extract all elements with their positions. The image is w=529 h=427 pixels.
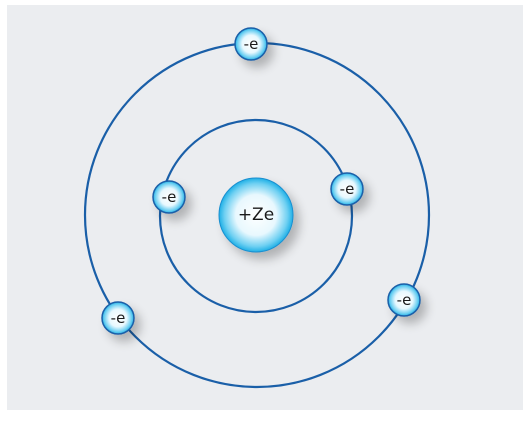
nucleus-label: +Ze [238, 205, 274, 225]
atom-diagram: +Ze -e -e -e -e -e [0, 0, 529, 427]
electron-label: -e [162, 188, 177, 206]
electron-label: -e [397, 291, 412, 309]
electron-label: -e [244, 35, 259, 53]
electron-label: -e [111, 309, 126, 327]
electron-label: -e [340, 180, 355, 198]
page: +Ze -e -e -e -e -e (() => { const data =… [0, 0, 529, 427]
